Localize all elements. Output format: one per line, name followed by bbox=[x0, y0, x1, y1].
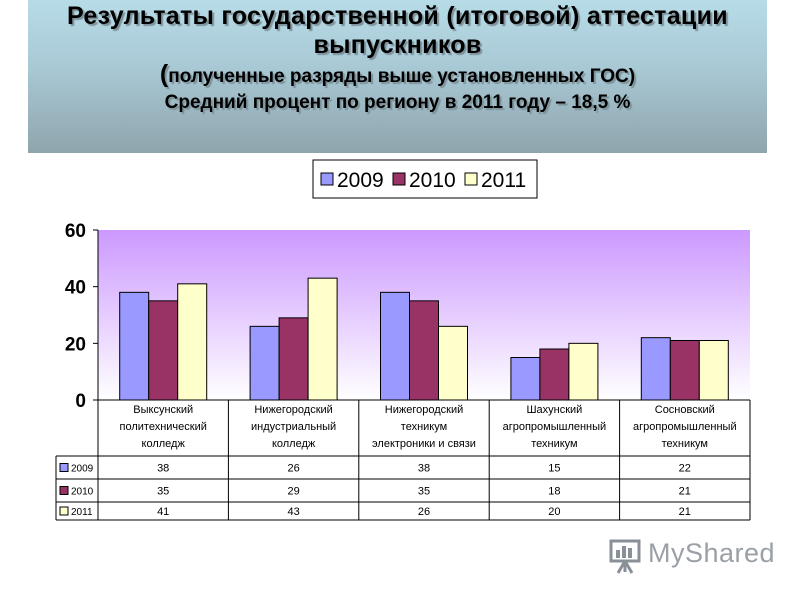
legend-label: 2010 bbox=[409, 169, 456, 192]
table-value: 20 bbox=[548, 506, 560, 518]
category-label: электроники и связи bbox=[372, 438, 476, 450]
table-value: 21 bbox=[679, 486, 691, 498]
category-label: индустриальный bbox=[251, 421, 336, 433]
table-value: 18 bbox=[548, 486, 560, 498]
table-swatch bbox=[59, 463, 69, 472]
logo-text: MyShared bbox=[648, 538, 776, 568]
bar bbox=[307, 277, 338, 401]
legend-swatch bbox=[392, 172, 406, 186]
table-value: 21 bbox=[679, 506, 691, 518]
category-label: колледж bbox=[142, 438, 186, 450]
category-label: Нижегородский bbox=[254, 404, 332, 416]
title-line-2: выпускников bbox=[313, 31, 482, 59]
subtitle-line-2: Средний процент по региону в 2011 году –… bbox=[164, 92, 631, 113]
category-label: агропромышленный bbox=[503, 421, 607, 433]
category-label: политехнический bbox=[120, 421, 207, 433]
bar bbox=[278, 317, 309, 401]
category-label: техникум bbox=[531, 438, 577, 450]
bar bbox=[380, 291, 410, 401]
bar bbox=[640, 337, 671, 401]
table-series-label: 2011 bbox=[71, 507, 93, 518]
y-tick-label: 40 bbox=[65, 278, 86, 299]
table-series-label: 2009 bbox=[71, 464, 94, 475]
legend-label: 2011 bbox=[481, 169, 526, 192]
table-value: 26 bbox=[287, 463, 299, 475]
table-value: 35 bbox=[418, 486, 430, 498]
table-swatch bbox=[59, 506, 69, 516]
subtitle-line-1: (полученные разряды выше установленных Г… bbox=[28, 62, 767, 89]
y-tick-label: 0 bbox=[75, 391, 86, 412]
legend-label: 2009 bbox=[337, 169, 384, 192]
bar bbox=[177, 283, 208, 401]
table-series-label: 2010 bbox=[71, 487, 94, 498]
myshared-logo: MyShared bbox=[606, 536, 775, 576]
bar bbox=[409, 300, 439, 401]
table-value: 41 bbox=[157, 506, 169, 518]
title-line-1: Результаты государственной (итоговой) ат… bbox=[67, 2, 728, 30]
subtitle-paren: ( bbox=[159, 60, 169, 88]
bar bbox=[510, 357, 541, 401]
table-value: 38 bbox=[157, 463, 169, 475]
table-value: 43 bbox=[287, 506, 299, 518]
category-label: Нижегородский bbox=[385, 404, 463, 416]
category-label: агропромышленный bbox=[633, 421, 737, 433]
table-value: 29 bbox=[287, 486, 299, 498]
table-value: 35 bbox=[157, 486, 169, 498]
bar bbox=[249, 325, 280, 401]
bar bbox=[568, 342, 599, 401]
legend bbox=[312, 159, 538, 199]
bar bbox=[438, 325, 468, 401]
bar bbox=[119, 291, 150, 401]
category-label: Шахунский bbox=[526, 404, 582, 416]
category-label: Сосновский bbox=[655, 404, 715, 416]
bar bbox=[148, 300, 179, 401]
y-tick-label: 20 bbox=[65, 334, 86, 355]
slide-title: Результаты государственной (итоговой) ат… bbox=[28, 2, 767, 115]
category-label: техникум bbox=[662, 438, 708, 450]
y-tick-label: 60 bbox=[65, 221, 86, 242]
table-swatch bbox=[59, 486, 69, 495]
table-value: 26 bbox=[418, 506, 430, 518]
table-value: 38 bbox=[418, 463, 430, 475]
table-value: 15 bbox=[548, 463, 560, 475]
presentation-board-icon bbox=[609, 539, 641, 574]
bar bbox=[698, 340, 729, 401]
bar bbox=[539, 348, 570, 401]
legend-swatch bbox=[464, 172, 478, 186]
table-value: 22 bbox=[679, 463, 691, 475]
category-label: колледж bbox=[272, 438, 316, 450]
bar bbox=[669, 340, 700, 401]
category-label: Выксунский bbox=[133, 404, 193, 416]
legend-swatch bbox=[320, 172, 334, 186]
category-label: техникум bbox=[401, 421, 447, 433]
subtitle-text: полученные разряды выше установленных ГО… bbox=[168, 66, 636, 87]
title-banner: Результаты государственной (итоговой) ат… bbox=[28, 0, 767, 153]
